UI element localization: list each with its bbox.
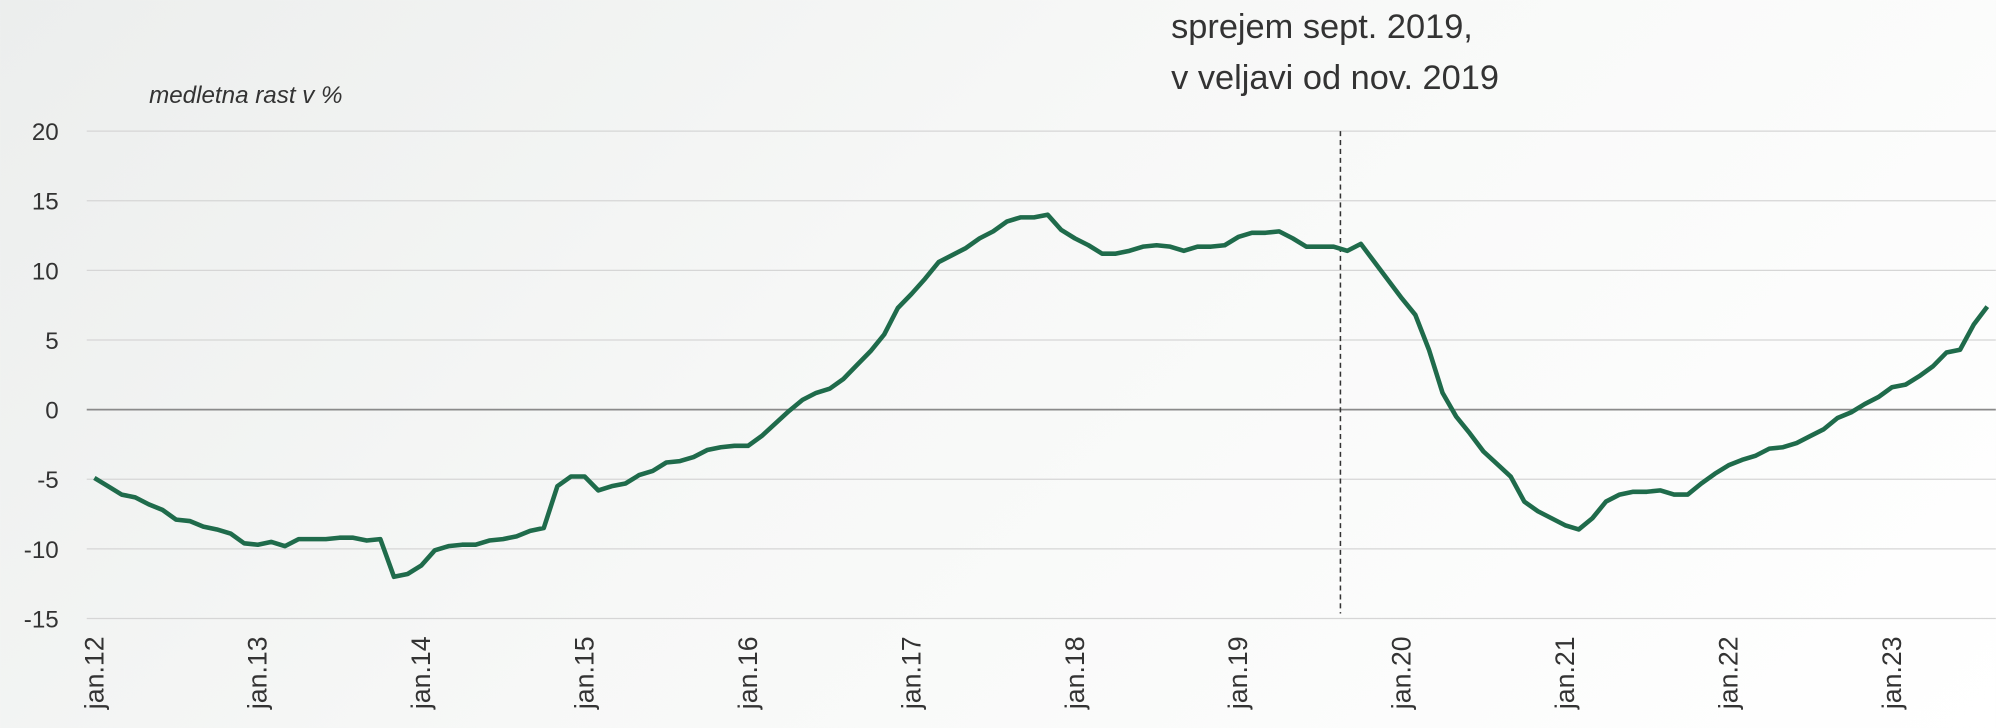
y-tick-label: 20 — [32, 119, 59, 146]
y-tick-label: -15 — [24, 606, 59, 633]
x-tick-label: jan.21 — [1550, 636, 1580, 710]
x-tick-label: jan.18 — [1060, 636, 1090, 710]
x-tick-label: jan.14 — [406, 636, 436, 710]
y-tick-label: 10 — [32, 258, 59, 285]
data-line — [93, 212, 1990, 580]
y-tick-label: 5 — [45, 328, 58, 355]
x-tick-label: jan.16 — [733, 636, 763, 710]
annotation-text: v veljavi od nov. 2019 — [1171, 59, 1499, 97]
x-tick-label: jan.13 — [243, 636, 273, 710]
y-tick-label: 0 — [45, 398, 58, 425]
x-tick-label: jan.22 — [1713, 636, 1743, 710]
y-tick-label: -5 — [37, 467, 59, 494]
x-tick-label: jan.15 — [570, 636, 600, 710]
x-tick-label: jan.12 — [79, 636, 109, 710]
y-tick-label: 15 — [32, 189, 59, 216]
y-tick-label: -10 — [24, 537, 59, 564]
x-tick-label: jan.17 — [896, 636, 926, 710]
y-axis-label: medletna rast v % — [149, 82, 342, 109]
x-tick-label: jan.19 — [1223, 636, 1253, 710]
annotation-text: sprejem sept. 2019, — [1171, 8, 1473, 46]
x-tick-label: jan.20 — [1387, 636, 1417, 710]
x-tick-label: jan.23 — [1877, 636, 1907, 710]
